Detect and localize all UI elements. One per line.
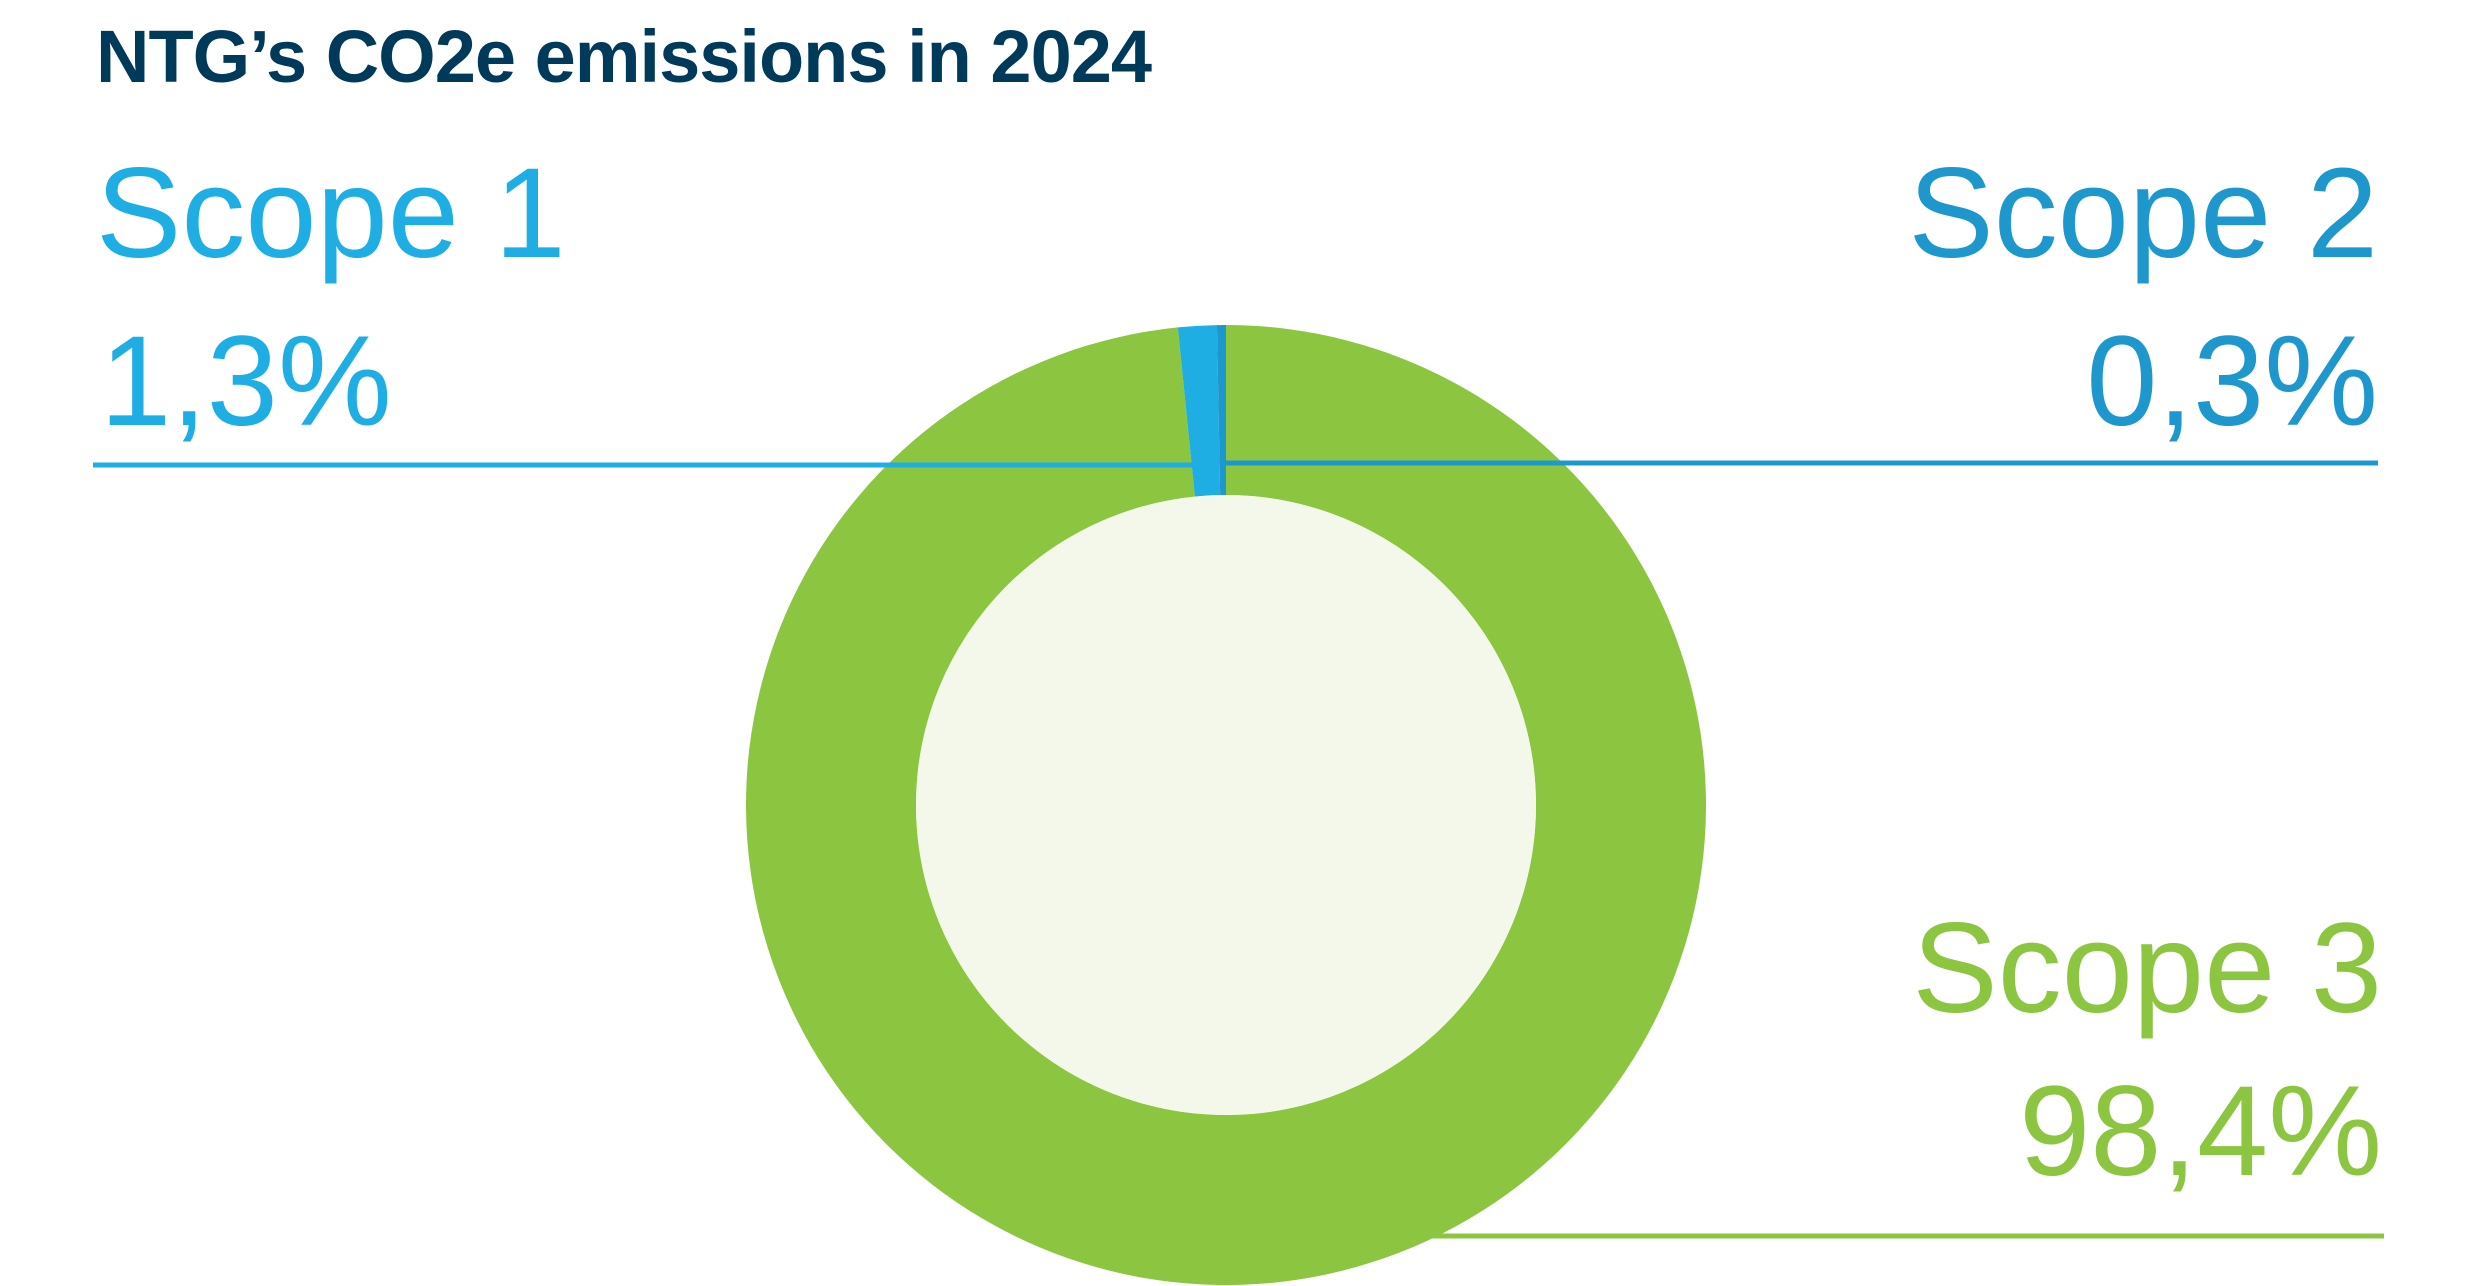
donut-center bbox=[916, 495, 1536, 1115]
slice-scope-3 bbox=[746, 325, 1706, 1285]
slice-scope-1 bbox=[1177, 325, 1221, 497]
slice-scope-2 bbox=[1216, 325, 1226, 496]
scope3-name: Scope 3 bbox=[1912, 897, 2382, 1040]
scope1-name: Scope 1 bbox=[96, 142, 566, 285]
scope2-name: Scope 2 bbox=[1908, 142, 2378, 285]
scope3-value: 98,4% bbox=[2019, 1060, 2382, 1203]
chart-title: NTG’s CO2e emissions in 2024 bbox=[96, 15, 1152, 98]
scope2-value: 0,3% bbox=[2086, 310, 2378, 453]
scope1-value: 1,3% bbox=[100, 310, 392, 453]
